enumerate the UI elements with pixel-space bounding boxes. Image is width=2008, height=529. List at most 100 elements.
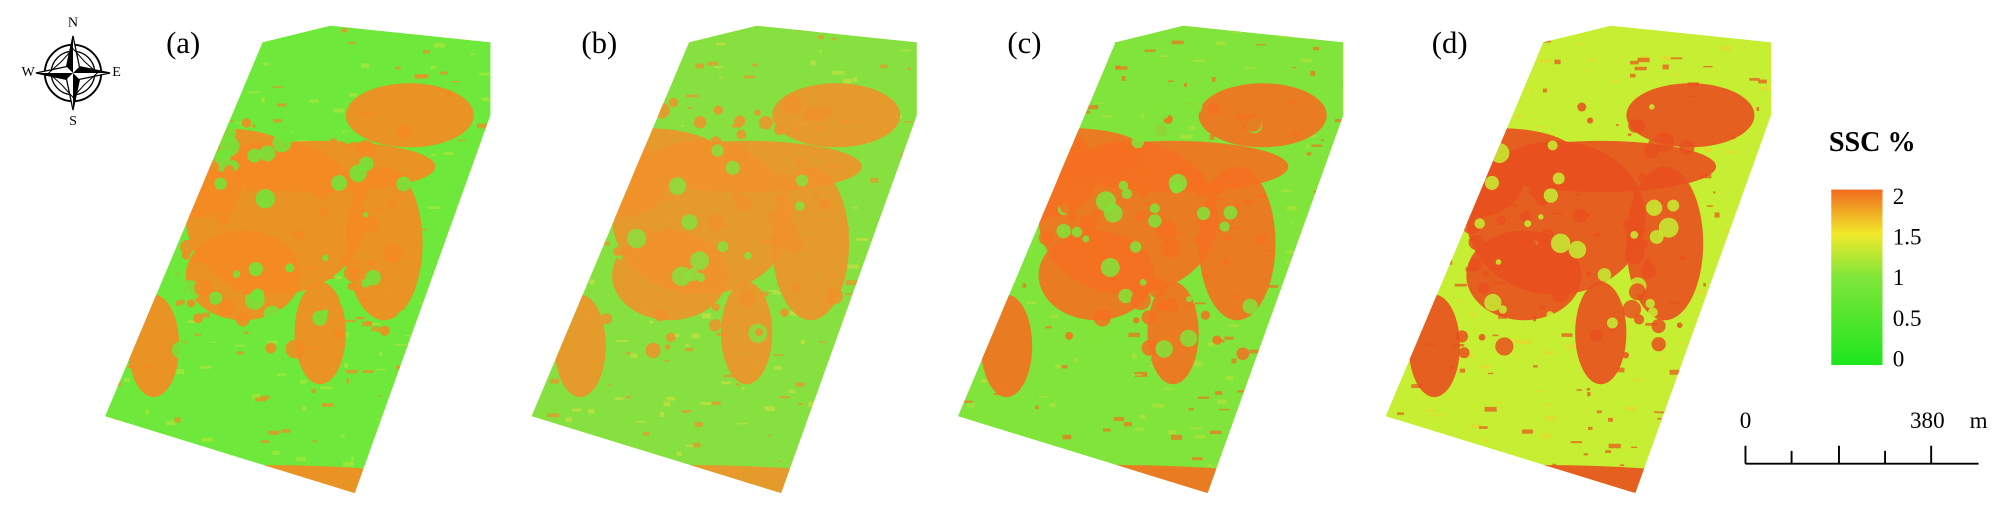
map-speckle xyxy=(541,311,548,316)
map-speckle xyxy=(1765,441,1772,446)
map-speckle xyxy=(773,354,784,356)
map-speckle xyxy=(1053,482,1063,485)
map-speckle xyxy=(1489,143,1510,163)
map-speckle xyxy=(1500,469,1506,474)
map-speckle xyxy=(119,111,129,116)
map-speckle xyxy=(242,62,249,68)
map-speckle xyxy=(1770,117,1772,122)
map-speckle xyxy=(814,125,821,132)
map-speckle xyxy=(960,400,973,403)
map-speckle xyxy=(1442,92,1455,96)
map-speckle xyxy=(556,171,563,175)
map-speckle xyxy=(390,472,402,475)
map-speckle xyxy=(1170,434,1183,440)
map-speckle xyxy=(1484,175,1499,190)
map-speckle xyxy=(1075,92,1085,95)
map-speckle xyxy=(643,477,647,482)
map-speckle xyxy=(654,309,667,322)
map-speckle xyxy=(1684,389,1692,395)
map-speckle xyxy=(1721,45,1732,51)
map-speckle xyxy=(363,484,368,486)
map-speckle xyxy=(1626,406,1637,411)
map-speckle xyxy=(254,31,262,35)
map-speckle xyxy=(1482,271,1489,277)
map-speckle xyxy=(1756,405,1769,409)
map-speckle xyxy=(1577,42,1582,45)
map-speckle xyxy=(1059,493,1072,494)
map-speckle xyxy=(418,487,427,492)
map-speckle xyxy=(559,201,563,205)
map-speckle xyxy=(1047,112,1062,127)
map-speckle xyxy=(573,133,580,136)
map-speckle xyxy=(422,228,427,231)
map-speckle xyxy=(818,341,827,343)
map-speckle xyxy=(1423,460,1434,465)
map-speckle xyxy=(1133,317,1140,324)
map-speckle xyxy=(1403,299,1415,304)
map-speckle xyxy=(1069,70,1079,75)
map-speckle xyxy=(764,406,776,412)
map-speckle xyxy=(1658,217,1679,238)
compass-south: S xyxy=(69,113,77,129)
map-speckle xyxy=(440,405,446,410)
map-speckle xyxy=(188,152,193,158)
map-speckle xyxy=(458,425,469,428)
map-speckle xyxy=(531,309,539,315)
map-speckle xyxy=(1637,173,1648,183)
map-speckle xyxy=(334,275,342,280)
map-speckle xyxy=(1651,318,1666,334)
map-speckle xyxy=(1238,449,1244,452)
map-speckle xyxy=(788,389,795,394)
map-speckle xyxy=(1456,114,1467,125)
map-patch xyxy=(128,294,180,398)
map-speckle xyxy=(1759,400,1771,403)
map-speckle xyxy=(1446,126,1455,131)
map-speckle xyxy=(343,363,349,368)
map-speckle xyxy=(347,282,356,291)
map-speckle xyxy=(1149,365,1154,367)
map-speckle xyxy=(1200,310,1211,320)
map-speckle xyxy=(1038,230,1054,246)
map-speckle xyxy=(243,331,249,334)
map-speckle xyxy=(301,406,307,411)
map-speckle xyxy=(1425,64,1436,68)
map-speckle xyxy=(1203,273,1209,279)
map-speckle xyxy=(1131,135,1145,149)
map-speckle xyxy=(123,348,130,353)
map-speckle xyxy=(1029,146,1042,159)
map-speckle xyxy=(1022,283,1027,288)
map-speckle xyxy=(736,129,747,140)
map-speckle xyxy=(1583,453,1589,456)
map-speckle xyxy=(430,65,437,70)
map-speckle xyxy=(1148,214,1162,228)
map-speckle xyxy=(1563,487,1575,491)
map-speckle xyxy=(218,298,235,316)
map-speckle xyxy=(480,289,491,293)
map-speckle xyxy=(1468,234,1485,251)
map-speckle xyxy=(1685,353,1692,357)
map-speckle xyxy=(1118,288,1134,304)
map-speckle xyxy=(381,472,390,476)
map-speckle xyxy=(1456,299,1462,303)
map-speckle xyxy=(1128,332,1140,338)
map-speckle xyxy=(894,209,899,212)
map-speckle xyxy=(636,420,646,423)
map-speckle xyxy=(832,37,836,41)
map-speckle xyxy=(539,54,549,59)
map-speckle xyxy=(1397,412,1404,415)
map-speckle xyxy=(1395,233,1400,239)
map-speckle xyxy=(1113,417,1125,421)
map-speckle xyxy=(330,138,337,143)
map-speckle xyxy=(445,424,453,427)
map-speckle xyxy=(991,294,1000,296)
map-speckle xyxy=(1426,409,1437,412)
map-speckle xyxy=(396,176,412,192)
map-speckle xyxy=(312,184,329,200)
map-speckle xyxy=(883,320,895,325)
map-speckle xyxy=(1045,191,1051,193)
map-speckle xyxy=(1231,428,1245,432)
map-speckle xyxy=(1156,300,1167,312)
map-speckle xyxy=(842,78,852,84)
map-speckle xyxy=(1434,249,1444,255)
map-speckle xyxy=(986,255,992,260)
